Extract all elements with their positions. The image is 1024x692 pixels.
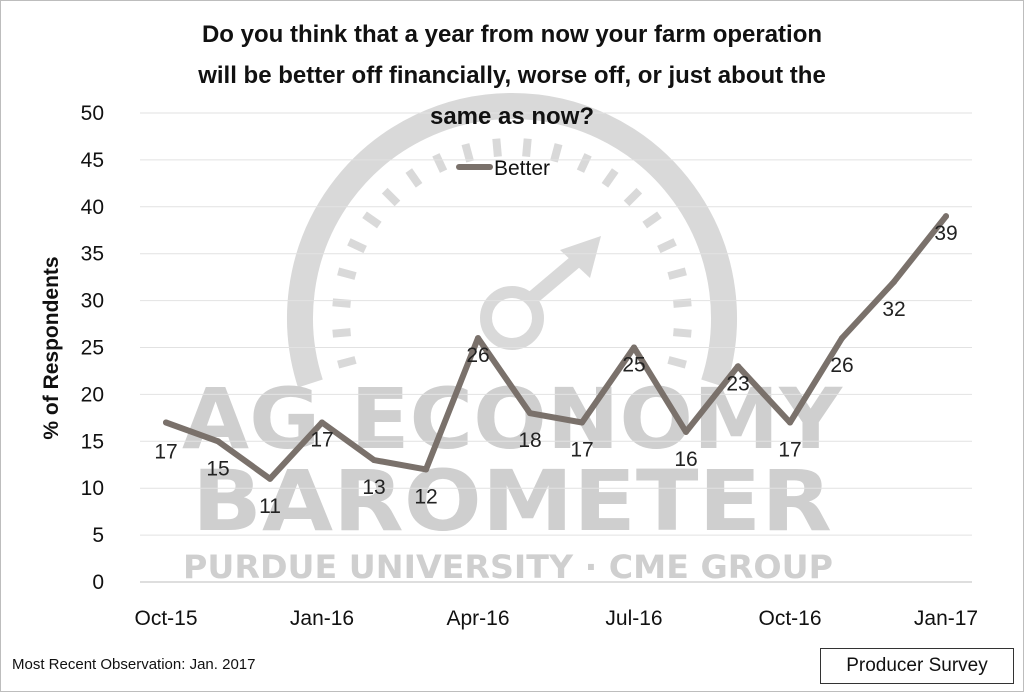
data-label: 11 [259, 495, 281, 518]
gauge-tick [337, 267, 357, 280]
gauge-tick [673, 328, 692, 338]
gauge-tick [332, 328, 351, 338]
data-point [475, 335, 481, 342]
gauge-tick [522, 138, 532, 157]
data-point [735, 363, 741, 370]
data-point [891, 278, 897, 285]
data-point [631, 344, 637, 351]
watermark-line-3: PURDUE UNIVERSITY · CME GROUP [183, 548, 833, 586]
title-line-1: Do you think that a year from now your f… [202, 21, 822, 48]
y-tick-label-15: 15 [81, 430, 104, 453]
data-point [527, 410, 533, 417]
x-tick-label-jan-17: Jan-17 [914, 607, 978, 630]
gauge-tick [667, 356, 687, 369]
gauge-tick [492, 138, 502, 157]
x-axis-ticks: Oct-15 Jan-16 Apr-16 Jul-16 Oct-16 Jan-17 [134, 607, 978, 630]
y-tick-label-35: 35 [81, 243, 104, 266]
gauge-tick [657, 238, 677, 254]
gauge-tick [337, 356, 357, 369]
gauge-tick [381, 187, 401, 207]
data-point [943, 213, 949, 220]
y-tick-label-5: 5 [92, 524, 104, 547]
gauge-tick [405, 168, 423, 188]
y-tick-label-25: 25 [81, 337, 104, 360]
x-tick-label-jan-16: Jan-16 [290, 607, 354, 630]
gauge-tick [576, 153, 592, 173]
data-point [267, 475, 273, 482]
series-line-better [163, 213, 949, 482]
data-label: 17 [154, 441, 177, 464]
data-label: 15 [206, 457, 229, 480]
x-tick-label-apr-16: Apr-16 [446, 607, 509, 630]
data-point [371, 457, 377, 464]
data-label: 25 [622, 354, 645, 377]
legend: Better [456, 157, 550, 180]
x-tick-label-oct-16: Oct-16 [758, 607, 821, 630]
gauge-tick [432, 153, 448, 173]
gauge-tick [362, 211, 382, 229]
data-label: 12 [414, 485, 437, 508]
data-label: 16 [674, 448, 697, 471]
gauge-arc [287, 93, 737, 388]
data-label: 17 [310, 429, 333, 452]
series-group [163, 213, 949, 482]
y-axis-ticks: 0 5 10 15 20 25 30 35 40 45 50 [81, 102, 104, 594]
data-point [683, 428, 689, 435]
data-point [163, 419, 169, 426]
data-point [579, 419, 585, 426]
gridlines [140, 112, 972, 583]
y-tick-label-45: 45 [81, 149, 104, 172]
data-label: 17 [570, 439, 593, 462]
producer-survey-badge: Producer Survey [820, 648, 1014, 684]
y-tick-label-20: 20 [81, 383, 104, 406]
y-tick-label-10: 10 [81, 477, 104, 500]
data-point [423, 466, 429, 473]
data-label: 13 [362, 476, 385, 499]
x-tick-label-oct-15: Oct-15 [134, 607, 197, 630]
gauge-tick [550, 143, 563, 163]
gauge-tick [667, 267, 687, 280]
gauge-tick [601, 168, 619, 188]
title-line-3: same as now? [430, 103, 594, 130]
data-label: 26 [830, 354, 853, 377]
y-tick-label-50: 50 [81, 102, 104, 125]
data-label: 39 [934, 222, 957, 245]
gauge-tick [623, 187, 643, 207]
gauge-arrow-icon [560, 236, 601, 278]
gauge-needle [525, 256, 580, 306]
gauge-tick [461, 143, 474, 163]
y-axis-label: % of Respondents [40, 256, 63, 439]
data-label: 26 [466, 344, 489, 367]
gauge-tick [332, 298, 351, 308]
watermark-line-2: BAROMETER [192, 452, 832, 550]
data-point [215, 438, 221, 445]
data-point [839, 335, 845, 342]
title-line-2: will be better off financially, worse of… [197, 62, 826, 89]
gauge-tick [347, 238, 367, 254]
x-tick-label-jul-16: Jul-16 [605, 607, 662, 630]
data-label: 17 [778, 439, 801, 462]
data-point [319, 419, 325, 426]
y-tick-label-0: 0 [92, 571, 104, 594]
gauge-hub [480, 286, 544, 350]
gauge-tick [673, 298, 692, 308]
gauge-tick [642, 211, 662, 229]
chart-title: Do you think that a year from now your f… [197, 21, 826, 130]
y-tick-label-40: 40 [81, 196, 104, 219]
data-point [787, 419, 793, 426]
legend-label-better: Better [494, 157, 550, 180]
data-label: 23 [726, 372, 749, 395]
data-label: 18 [518, 429, 541, 452]
data-labels: 17 15 11 17 13 12 26 18 17 25 16 23 17 26 32 39 [154, 222, 957, 518]
data-label: 32 [882, 298, 905, 321]
y-tick-label-30: 30 [81, 290, 104, 313]
footnote: Most Recent Observation: Jan. 2017 [12, 656, 256, 673]
